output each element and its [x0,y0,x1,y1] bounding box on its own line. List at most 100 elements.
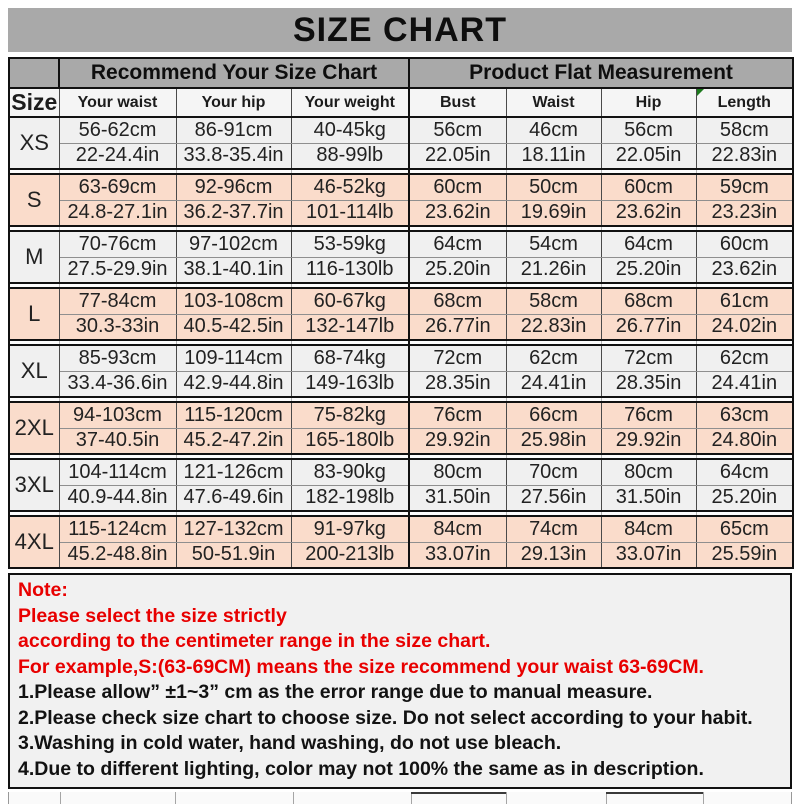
size-row-group-4xl: 4XL 115-124cm 127-132cm 91-97kg 84cm 74cm 84cm… [8,516,794,568]
size-label: 2XL [8,402,60,454]
spacer-cell [695,454,794,459]
size-label: XL [8,345,60,397]
data-cell: 92-96cm [175,174,292,201]
data-cell: 60cm [695,231,794,258]
data-cell: 58cm [505,288,602,315]
data-cell: 63cm [695,402,794,429]
data-cell: 40-45kg [290,117,410,144]
data-cell: 86-91cm [175,117,292,144]
data-cell: 23.62in [408,200,507,226]
data-cell: 22.05in [408,143,507,169]
data-cell: 61cm [695,288,794,315]
row-cm: 2XL 94-103cm 115-120cm 75-82kg 76cm 66cm 76cm 6… [8,402,794,454]
data-cell: 121-126cm [175,459,292,486]
col-header-your-hip: Your hip [175,87,292,118]
data-cell: 80cm [600,459,697,486]
data-cell: 64cm [408,231,507,258]
next-table-border [411,792,506,794]
row-group-spacer [8,340,794,345]
row-cm: XL 85-93cm 109-114cm 68-74kg 72cm 62cm 72cm 62c… [8,345,794,397]
data-cell: 84cm [408,516,507,543]
data-cell: 116-130lb [290,257,410,283]
data-cell: 24.41in [695,371,794,397]
data-cell: 56cm [408,117,507,144]
row-inch: 27.5-29.9in 38.1-40.1in 116-130lb 25.20in 21… [9,257,794,283]
data-cell: 109-114cm [175,345,292,372]
data-cell: 24.80in [695,428,794,454]
next-table-border [606,792,703,794]
data-cell: 60cm [408,174,507,201]
spacer-cell [695,397,794,402]
size-label: 3XL [8,459,60,511]
data-cell: 28.35in [600,371,697,397]
data-cell: 83-90kg [290,459,410,486]
data-cell: 45.2-48.8in [58,542,177,568]
data-cell: 68cm [600,288,697,315]
data-cell: 64cm [695,459,794,486]
data-cell: 50cm [505,174,602,201]
data-cell: 65cm [695,516,794,543]
data-cell: 60-67kg [290,288,410,315]
note-red-line-1: Please select the size strictly [18,604,287,627]
data-cell: 60cm [600,174,697,201]
data-cell: 53-59kg [290,231,410,258]
row-inch: 45.2-48.8in 50-51.9in 200-213lb 33.07in 29.1… [9,542,794,568]
data-cell: 85-93cm [58,345,177,372]
data-cell: 84cm [600,516,697,543]
spacer-cell [695,283,794,288]
size-label: 4XL [8,516,60,568]
next-table-gridline [703,792,704,804]
row-cm: 4XL 115-124cm 127-132cm 91-97kg 84cm 74cm 84cm… [8,516,794,568]
data-cell: 24.02in [695,314,794,340]
data-cell: 72cm [600,345,697,372]
data-cell: 88-99lb [290,143,410,169]
data-cell: 27.56in [505,485,602,511]
size-label: S [8,174,60,226]
data-cell: 38.1-40.1in [175,257,292,283]
notes-box: Note: Please select the size strictly ac… [8,573,792,789]
data-cell: 62cm [505,345,602,372]
data-cell: 29.13in [505,542,602,568]
data-cell: 76cm [600,402,697,429]
col-header-bust: Bust [408,87,507,118]
data-cell: 26.77in [408,314,507,340]
data-cell: 50-51.9in [175,542,292,568]
data-cell: 29.92in [600,428,697,454]
col-header-waist: Waist [505,87,602,118]
data-cell: 104-114cm [58,459,177,486]
data-cell: 46cm [505,117,602,144]
row-cm: XS 56-62cm 86-91cm 40-45kg 56cm 46cm 56cm 58cm [8,117,794,169]
row-inch: 37-40.5in 45.2-47.2in 165-180lb 29.92in 25.9… [9,428,794,454]
size-row-group-3xl: 3XL 104-114cm 121-126cm 83-90kg 80cm 70cm 80cm… [8,459,794,511]
spacer-cell [695,226,794,231]
data-cell: 33.8-35.4in [175,143,292,169]
row-group-spacer [8,454,794,459]
data-cell: 46-52kg [290,174,410,201]
page-title: SIZE CHART [8,8,792,52]
note-title: Note: [18,579,68,601]
size-row-group-s: S 63-69cm 92-96cm 46-52kg 60cm 50cm 60cm 59cm 24… [8,174,794,226]
size-label: M [8,231,60,283]
cell-corner-marker-icon [696,89,704,96]
spacer-cell [695,511,794,516]
data-cell: 24.41in [505,371,602,397]
row-group-spacer [8,511,794,516]
row-inch: 24.8-27.1in 36.2-37.7in 101-114lb 23.62in 19… [9,200,794,226]
data-cell: 23.23in [695,200,794,226]
next-table-gridline [293,792,294,804]
data-cell: 19.69in [505,200,602,226]
col-header-length-label: Length [717,93,771,111]
row-inch: 30.3-33in 40.5-42.5in 132-147lb 26.77in 22.8… [9,314,794,340]
data-cell: 77-84cm [58,288,177,315]
data-cell: 27.5-29.9in [58,257,177,283]
data-cell: 80cm [408,459,507,486]
data-cell: 68-74kg [290,345,410,372]
data-cell: 165-180lb [290,428,410,454]
size-row-group-xs: XS 56-62cm 86-91cm 40-45kg 56cm 46cm 56cm 58cm 2… [8,117,794,169]
data-cell: 31.50in [600,485,697,511]
data-cell: 25.98in [505,428,602,454]
note-item-4: 4.Due to different lighting, color may n… [18,757,704,780]
next-table-edge [8,792,792,804]
row-group-spacer [8,226,794,231]
